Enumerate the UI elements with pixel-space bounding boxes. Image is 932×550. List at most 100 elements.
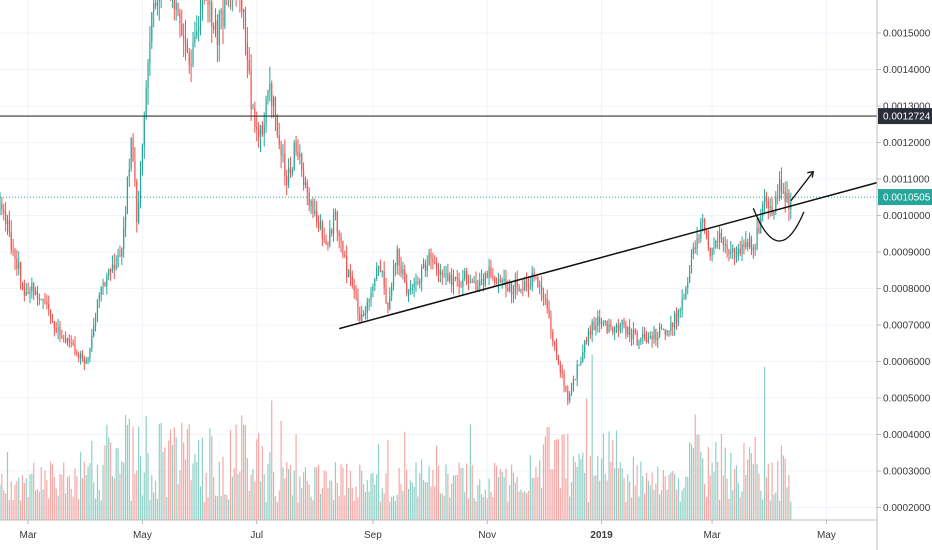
candle-body xyxy=(342,241,344,256)
candle-body xyxy=(241,0,243,12)
volume-bar xyxy=(123,462,125,520)
trendline[interactable] xyxy=(338,181,878,330)
candle-body xyxy=(606,321,608,333)
volume-bar xyxy=(722,475,724,520)
volume-bar xyxy=(203,501,205,520)
time-tick-label: Mar xyxy=(703,530,721,541)
volume-bar xyxy=(649,485,651,520)
candle-body xyxy=(287,167,290,186)
candle-body xyxy=(274,96,277,116)
volume-bar xyxy=(184,459,187,520)
volume-bar xyxy=(177,484,179,520)
volume-bar xyxy=(604,473,606,520)
candle-body xyxy=(102,282,104,287)
price-tick-label: 0.0007000 xyxy=(883,321,931,332)
candle-body xyxy=(630,334,633,340)
candle-body xyxy=(737,248,739,257)
volume-bar xyxy=(460,467,462,520)
volume-bar xyxy=(59,474,61,520)
candle-body xyxy=(370,291,372,300)
volume-bar xyxy=(771,462,773,520)
volume-bar xyxy=(726,478,728,520)
candle-body xyxy=(452,278,455,286)
annotations[interactable] xyxy=(0,115,878,330)
candles xyxy=(0,0,792,406)
volume-bar xyxy=(585,398,588,520)
volume-bar xyxy=(3,490,5,520)
candle-body xyxy=(728,249,730,254)
volume-bar xyxy=(83,461,85,520)
volume-bar xyxy=(681,490,683,520)
volume-bar xyxy=(64,493,67,520)
candle-body xyxy=(284,154,286,176)
candle-body xyxy=(546,298,548,309)
candle-body xyxy=(436,262,438,270)
candle-body xyxy=(18,262,20,269)
volume-bar xyxy=(389,501,391,520)
volume-bar xyxy=(464,492,466,520)
volume-bar xyxy=(619,462,621,520)
volume-bar xyxy=(617,468,619,520)
candle-body xyxy=(154,2,157,6)
volume-bar xyxy=(756,464,758,520)
candle-body xyxy=(582,352,584,362)
volume-bar xyxy=(612,440,614,520)
volume-bar xyxy=(168,440,170,520)
volume-bar xyxy=(717,461,719,520)
candle-body xyxy=(10,232,12,251)
candle-body xyxy=(149,42,151,63)
candle-body xyxy=(368,299,370,302)
candle-body xyxy=(6,220,9,224)
volume-bar xyxy=(173,427,175,520)
volume-bar xyxy=(374,484,376,520)
volume-bar xyxy=(507,501,509,520)
candle-body xyxy=(196,31,198,37)
candle-body xyxy=(497,278,500,284)
candle-body xyxy=(119,255,121,257)
candle-body xyxy=(325,240,327,244)
volume-bar xyxy=(741,491,743,520)
volume-bar xyxy=(124,415,127,520)
volume-bar xyxy=(655,483,657,520)
candle-body xyxy=(544,298,546,300)
candle-body xyxy=(717,240,719,242)
volume-bar xyxy=(522,492,524,520)
cup-curve-annotation[interactable] xyxy=(752,207,805,242)
candle-body xyxy=(739,248,741,254)
volume-bar xyxy=(559,488,561,520)
candle-body xyxy=(662,328,664,330)
volume-bar xyxy=(370,473,372,520)
volume-bar xyxy=(790,501,792,520)
candle-body xyxy=(364,312,367,316)
volume-bar xyxy=(668,474,670,520)
candle-body xyxy=(424,263,426,271)
candle-body xyxy=(126,176,129,214)
time-axis[interactable]: Mar May Jul Sep Nov 2019 Mar May xyxy=(0,519,877,541)
volume-bar xyxy=(138,426,140,520)
candle-body xyxy=(151,12,153,43)
candle-body xyxy=(83,358,85,364)
candle-body xyxy=(218,13,220,45)
volume-bar xyxy=(145,416,147,520)
arrow-up-annotation[interactable] xyxy=(790,171,814,202)
volume-bar xyxy=(391,496,393,520)
candle-body xyxy=(482,278,485,286)
candle-body xyxy=(707,232,709,249)
candle-body xyxy=(385,287,387,303)
volume-bar xyxy=(392,495,395,520)
volume-bar xyxy=(175,437,177,520)
volume-bar xyxy=(329,480,331,520)
volume-bar xyxy=(213,477,215,520)
volume-bar xyxy=(31,473,33,520)
price-axis[interactable]: 0.0002000 0.0003000 0.0004000 0.0005000 0.00… xyxy=(876,0,932,550)
volume-bar xyxy=(91,440,93,520)
volume-bar xyxy=(602,433,605,520)
candle-body xyxy=(681,298,683,311)
candle-body xyxy=(484,272,486,286)
time-tick-label: 2019 xyxy=(590,530,613,541)
candle-body xyxy=(645,338,648,343)
volume-bar xyxy=(199,486,202,520)
candle-body xyxy=(702,219,704,223)
candle-body xyxy=(417,281,419,284)
